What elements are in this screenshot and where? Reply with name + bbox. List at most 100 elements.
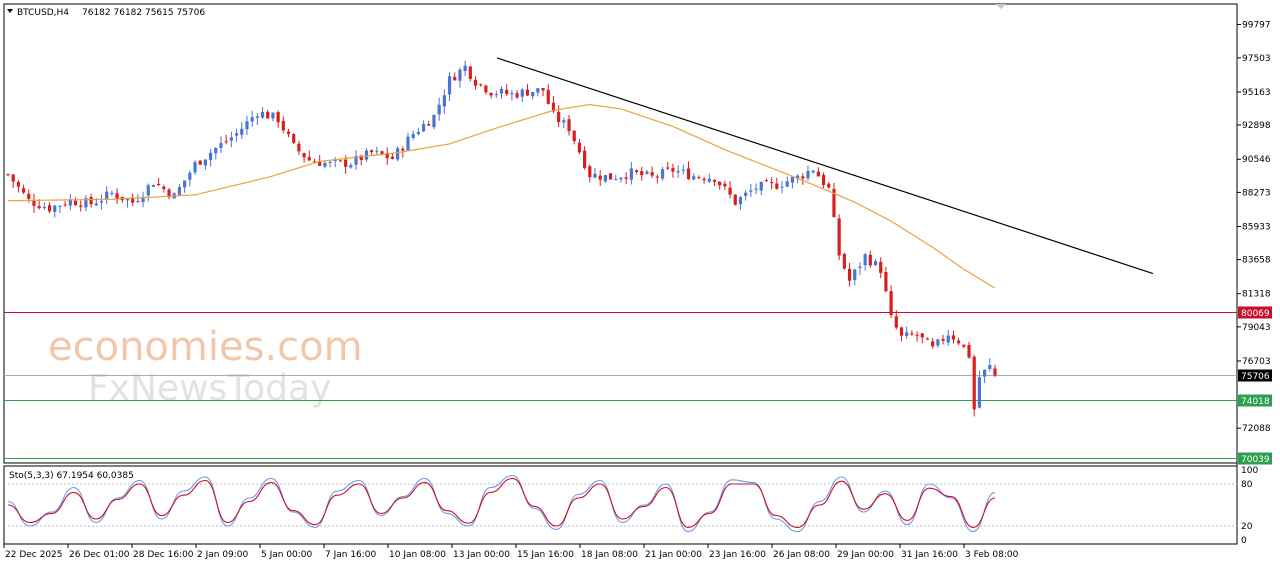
candle-body	[770, 182, 774, 184]
candle-body	[453, 76, 457, 81]
stoch-tick-label: 0	[1241, 536, 1247, 546]
candle-body	[868, 254, 872, 266]
candle-body	[972, 356, 976, 410]
candle-body	[941, 338, 945, 341]
candle-body	[79, 205, 83, 207]
candle-body	[946, 335, 950, 343]
candle-body	[37, 206, 41, 209]
candle-body	[427, 124, 431, 126]
candle-body	[780, 186, 784, 188]
candle-body	[307, 157, 311, 161]
candle-body	[733, 194, 737, 205]
stoch-label: Sto(5,3,3) 67.1954 60.0385	[9, 471, 134, 481]
candle-body	[94, 203, 98, 206]
price-tick-label: 76703	[1242, 357, 1271, 367]
candle-body	[53, 205, 57, 212]
time-tick-label: 5 Jan 00:00	[261, 550, 313, 560]
time-tick-label: 13 Jan 00:00	[453, 550, 510, 560]
time-tick-label: 26 Dec 01:00	[69, 550, 130, 560]
candle-body	[816, 171, 820, 177]
candle-body	[245, 121, 249, 130]
candle-body	[884, 272, 888, 292]
candle-body	[832, 188, 836, 218]
candle-body	[614, 179, 618, 181]
candle-body	[645, 171, 649, 174]
candle-body	[801, 176, 805, 179]
candle-body	[125, 199, 130, 201]
candle-body	[676, 170, 680, 173]
candle-body	[754, 188, 758, 190]
candle-body	[572, 130, 576, 142]
candle-body	[567, 119, 571, 132]
time-tick-label: 15 Jan 16:00	[517, 550, 574, 560]
candle-body	[42, 207, 46, 209]
level-tag-support-1	[1238, 394, 1272, 407]
candle-body	[271, 112, 275, 119]
candle-body	[655, 176, 659, 178]
candle-body	[406, 136, 410, 151]
candle-body	[525, 89, 530, 96]
candle-body	[323, 162, 327, 167]
candle-body	[375, 150, 379, 152]
candle-body	[468, 66, 472, 79]
candle-body	[203, 159, 207, 166]
candle-body	[349, 165, 353, 168]
candle-body	[255, 116, 259, 118]
chevron-down-icon[interactable]	[7, 9, 13, 13]
candle-body	[811, 170, 815, 173]
price-axis: 99797 97503 95163 92898 90546 88273 85933 83658…	[1237, 20, 1271, 434]
candle-body	[640, 171, 644, 176]
candle-body	[354, 155, 358, 165]
candle-body	[967, 344, 971, 358]
time-tick-label: 7 Jan 16:00	[325, 550, 377, 560]
candle-body	[359, 155, 363, 161]
candle-body	[536, 88, 540, 93]
candle-body	[489, 92, 493, 96]
time-tick-label: 2 Jan 09:00	[197, 550, 249, 560]
time-tick-label: 28 Dec 16:00	[133, 550, 194, 560]
time-tick-label: 31 Jan 16:00	[901, 550, 958, 560]
candle-body	[790, 176, 795, 183]
time-tick-label: 18 Jan 08:00	[581, 550, 638, 560]
candle-body	[250, 117, 254, 122]
time-tick-label: 21 Jan 00:00	[645, 550, 702, 560]
candle-body	[328, 161, 332, 163]
candle-body	[759, 181, 763, 191]
candle-body	[899, 327, 904, 336]
symbol-label: BTCUSD,H4	[17, 8, 69, 18]
level-label-resistance: 80069	[1241, 309, 1270, 319]
time-tick-label: 22 Dec 2025	[5, 550, 63, 560]
candle-body	[193, 162, 197, 173]
candle-body	[905, 332, 909, 336]
candle-body	[312, 161, 317, 163]
candle-body	[333, 159, 337, 161]
candle-body	[390, 156, 395, 159]
candle-body	[915, 334, 919, 336]
candle-body	[151, 185, 156, 187]
scroll-marker-icon[interactable]	[996, 4, 1006, 9]
candle-body	[432, 114, 436, 128]
price-tick-label: 99797	[1242, 20, 1271, 30]
candle-body	[588, 166, 592, 178]
candle-body	[416, 131, 420, 134]
candle-body	[775, 183, 779, 189]
candle-body	[723, 183, 727, 187]
candle-body	[286, 131, 291, 135]
candle-body	[785, 181, 789, 187]
candle-body	[634, 170, 639, 173]
candle-body	[115, 193, 119, 199]
trendline-group	[496, 57, 1154, 275]
candle-body	[105, 191, 109, 200]
candle-body	[208, 152, 213, 160]
candle-body	[837, 218, 841, 256]
candle-body	[728, 187, 732, 195]
candle-body	[577, 142, 582, 153]
candle-body	[951, 335, 956, 340]
candle-body	[583, 150, 587, 168]
moving-average	[7, 103, 996, 289]
candle-body	[598, 175, 602, 180]
stoch-tick-label: 100	[1241, 466, 1258, 476]
candle-body	[447, 76, 452, 95]
